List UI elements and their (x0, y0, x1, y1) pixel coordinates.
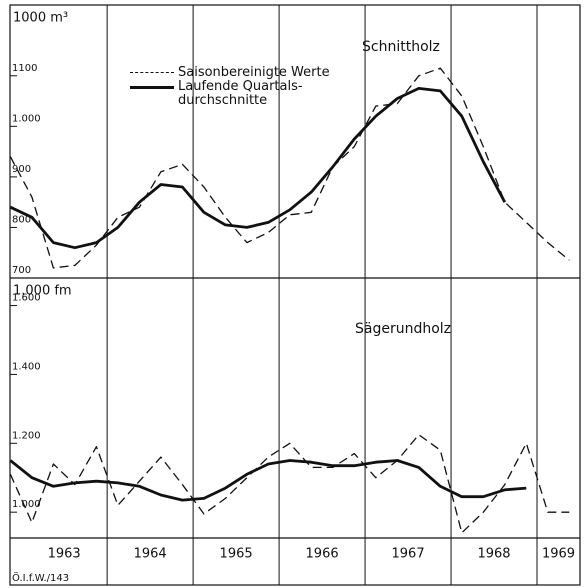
panel-title: Sägerundholz (355, 321, 451, 337)
x-tick-label: 1967 (392, 547, 425, 562)
y-tick-label: 1.600 (12, 293, 41, 304)
footer: Ö.I.f.W./143 (12, 571, 69, 584)
solid-line (9, 87, 507, 250)
y-unit-label: 1000 m³ (13, 11, 68, 26)
legend-entry: Laufende Quartals- durchschnitte (130, 80, 330, 108)
y-tick-label: 800 (12, 214, 31, 225)
x-tick-label: 1968 (477, 547, 510, 562)
solid-line (9, 459, 527, 502)
legend-swatch (130, 66, 174, 80)
y-tick-label: 1.000 (12, 113, 41, 124)
y-unit-label: 1.000 fm (13, 284, 72, 299)
x-tick-label: 1966 (306, 547, 339, 562)
y-tick-label: 900 (12, 164, 31, 175)
y-tick-label: 1.400 (12, 361, 41, 372)
y-tick-label: 1.000 (12, 499, 41, 510)
legend-entry: Saisonbereinigte Werte (130, 66, 330, 80)
legend-label: Laufende Quartals- durchschnitte (178, 79, 303, 108)
y-tick-label: 700 (12, 265, 31, 276)
legend-label: Saisonbereinigte Werte (178, 65, 330, 80)
x-tick-label: 1963 (48, 547, 81, 562)
x-tick-label: 1969 (542, 547, 575, 562)
x-tick-label: 1965 (220, 547, 253, 562)
frame (9, 4, 581, 586)
dashed-line (9, 434, 570, 534)
y-tick-label: 1100 (12, 63, 37, 74)
legend-swatch (130, 80, 174, 94)
y-tick-label: 1.200 (12, 430, 41, 441)
legend: Saisonbereinigte Werte Laufende Quartals-… (130, 66, 330, 108)
x-tick-label: 1964 (134, 547, 167, 562)
panel-title: Schnittholz (362, 39, 440, 55)
